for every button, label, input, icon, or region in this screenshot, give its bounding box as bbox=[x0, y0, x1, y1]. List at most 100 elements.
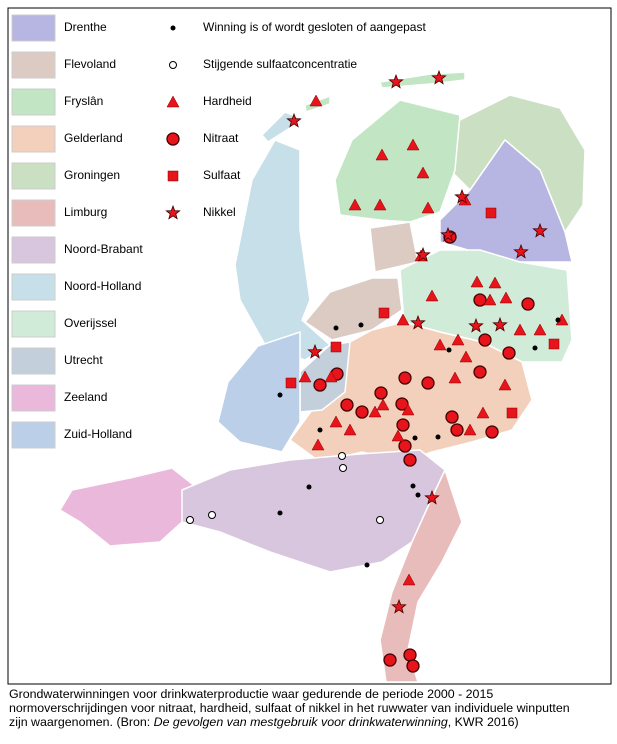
open-circle bbox=[208, 511, 216, 519]
dot bbox=[532, 345, 538, 351]
circle bbox=[473, 293, 487, 307]
circle bbox=[398, 439, 412, 453]
legend-swatch bbox=[11, 125, 56, 153]
star bbox=[391, 598, 407, 614]
open-circle bbox=[338, 452, 346, 460]
square bbox=[330, 341, 342, 353]
dot bbox=[435, 434, 441, 440]
circle bbox=[383, 653, 397, 667]
legend-swatch bbox=[11, 14, 56, 42]
dot bbox=[277, 392, 283, 398]
legend-label: Fryslân bbox=[64, 94, 103, 108]
legend-swatch bbox=[11, 347, 56, 375]
square bbox=[485, 207, 497, 219]
circle bbox=[473, 365, 487, 379]
dot bbox=[446, 347, 452, 353]
legend-swatch bbox=[11, 384, 56, 412]
square bbox=[506, 407, 518, 419]
square bbox=[548, 338, 560, 350]
caption-line: Grondwaterwinningen voor drinkwaterprodu… bbox=[9, 687, 494, 701]
circle bbox=[521, 297, 535, 311]
triangle bbox=[309, 94, 323, 107]
triangle bbox=[343, 423, 357, 436]
legend-label: Gelderland bbox=[64, 131, 123, 145]
dot bbox=[410, 483, 416, 489]
triangle bbox=[483, 293, 497, 306]
triangle bbox=[391, 429, 405, 442]
open-circle bbox=[186, 516, 194, 524]
noord-holland bbox=[234, 139, 332, 361]
triangle bbox=[470, 275, 484, 288]
legend-label: Zuid-Holland bbox=[64, 427, 132, 441]
circle bbox=[406, 659, 420, 673]
circle bbox=[396, 418, 410, 432]
caption-line: zijn waargenomen. (Bron: De gevolgen van… bbox=[9, 715, 570, 729]
triangle bbox=[406, 138, 420, 151]
circle bbox=[421, 376, 435, 390]
caption-text: zijn waargenomen. (Bron: bbox=[9, 715, 154, 729]
legend-label: Noord-Holland bbox=[64, 279, 141, 293]
circle bbox=[355, 405, 369, 419]
provinces bbox=[58, 71, 586, 683]
caption: Grondwaterwinningen voor drinkwaterprodu… bbox=[9, 687, 570, 729]
legend-label: Overijssel bbox=[64, 316, 117, 330]
dot bbox=[364, 562, 370, 568]
legend-swatch bbox=[11, 310, 56, 338]
legend-label: Nikkel bbox=[203, 205, 236, 219]
dot bbox=[170, 25, 176, 31]
star bbox=[468, 317, 484, 333]
triangle bbox=[416, 166, 430, 179]
legend-swatch bbox=[11, 421, 56, 449]
star bbox=[286, 112, 302, 128]
star bbox=[431, 69, 447, 85]
star bbox=[532, 222, 548, 238]
star bbox=[513, 243, 529, 259]
open-circle bbox=[376, 516, 384, 524]
legend-label: Zeeland bbox=[64, 390, 107, 404]
triangle bbox=[476, 406, 490, 419]
dot bbox=[317, 427, 323, 433]
triangle bbox=[368, 405, 382, 418]
triangle bbox=[425, 289, 439, 302]
triangle bbox=[348, 198, 362, 211]
triangle bbox=[376, 398, 390, 411]
dot bbox=[555, 317, 561, 323]
legend-swatch bbox=[11, 51, 56, 79]
dot bbox=[415, 492, 421, 498]
circle bbox=[502, 346, 516, 360]
star bbox=[440, 226, 456, 242]
triangle bbox=[433, 338, 447, 351]
triangle bbox=[329, 415, 343, 428]
map: Drenthe Flevoland Fryslân Gelderland Groning… bbox=[7, 7, 612, 685]
legend-label: Drenthe bbox=[64, 20, 107, 34]
legend-label: Flevoland bbox=[64, 57, 116, 71]
star bbox=[454, 188, 470, 204]
star bbox=[492, 316, 508, 332]
square bbox=[378, 307, 390, 319]
circle bbox=[478, 333, 492, 347]
dot bbox=[277, 510, 283, 516]
triangle bbox=[459, 350, 473, 363]
triangle bbox=[421, 201, 435, 214]
star bbox=[410, 314, 426, 330]
star bbox=[165, 204, 181, 220]
triangle bbox=[498, 378, 512, 391]
circle bbox=[445, 410, 459, 424]
circle bbox=[374, 386, 388, 400]
circle bbox=[166, 132, 180, 146]
triangle bbox=[298, 370, 312, 383]
triangle bbox=[311, 438, 325, 451]
legend-label: Hardheid bbox=[203, 94, 252, 108]
triangle bbox=[375, 148, 389, 161]
circle bbox=[313, 378, 327, 392]
legend-label: Sulfaat bbox=[203, 168, 241, 182]
limburg bbox=[379, 467, 463, 683]
legend-swatch bbox=[11, 88, 56, 116]
legend-swatch bbox=[11, 199, 56, 227]
circle bbox=[403, 648, 417, 662]
star bbox=[415, 246, 431, 262]
open-circle bbox=[169, 61, 177, 69]
circle bbox=[398, 371, 412, 385]
triangle bbox=[533, 323, 547, 336]
circle bbox=[485, 425, 499, 439]
